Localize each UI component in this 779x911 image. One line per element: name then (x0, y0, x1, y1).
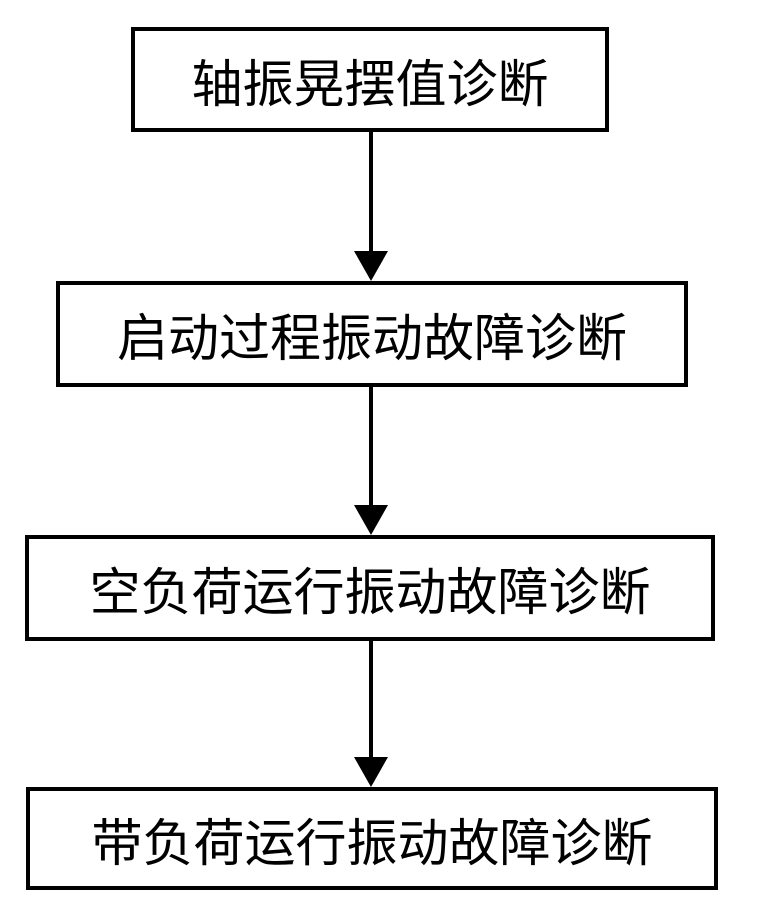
flow-node-4: 带负荷运行振动故障诊断 (26, 787, 718, 890)
flow-arrow-3 (350, 641, 392, 787)
flow-node-3: 空负荷运行振动故障诊断 (25, 535, 715, 641)
flow-node-1-label: 轴振晃摆值诊断 (191, 43, 548, 117)
flowchart-canvas: 轴振晃摆值诊断 启动过程振动故障诊断 空负荷运行振动故障诊断 带负荷运行振动故障… (0, 0, 779, 911)
flow-arrow-2 (350, 387, 392, 535)
flow-node-1: 轴振晃摆值诊断 (131, 27, 609, 132)
flow-node-3-label: 空负荷运行振动故障诊断 (89, 551, 650, 625)
flow-arrow-1 (350, 132, 392, 281)
flow-node-4-label: 带负荷运行振动故障诊断 (91, 802, 652, 876)
flow-node-2-label: 启动过程振动故障诊断 (117, 297, 627, 371)
flow-node-2: 启动过程振动故障诊断 (56, 281, 688, 387)
